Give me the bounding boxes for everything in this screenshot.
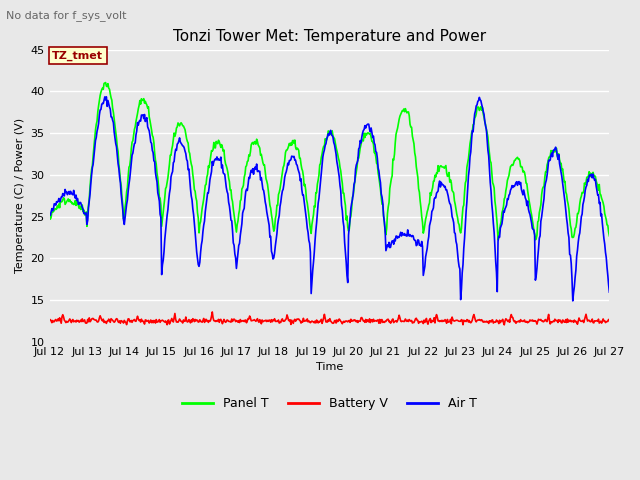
- Title: Tonzi Tower Met: Temperature and Power: Tonzi Tower Met: Temperature and Power: [173, 29, 486, 44]
- Battery V: [45, 317, 53, 323]
- Air T: [114, 161, 122, 167]
- Battery V: [500, 322, 508, 328]
- Text: No data for f_sys_volt: No data for f_sys_volt: [6, 10, 127, 21]
- Panel T: [605, 233, 613, 239]
- Panel T: [171, 133, 179, 139]
- Panel T: [56, 205, 63, 211]
- Text: TZ_tmet: TZ_tmet: [52, 50, 103, 61]
- Line: Air T: Air T: [49, 97, 609, 301]
- Legend: Panel T, Battery V, Air T: Panel T, Battery V, Air T: [177, 392, 482, 415]
- X-axis label: Time: Time: [316, 362, 343, 372]
- Air T: [399, 230, 406, 236]
- Air T: [605, 289, 613, 295]
- Y-axis label: Temperature (C) / Power (V): Temperature (C) / Power (V): [15, 118, 25, 274]
- Air T: [201, 218, 209, 224]
- Battery V: [170, 315, 178, 321]
- Panel T: [102, 80, 109, 85]
- Battery V: [56, 315, 63, 321]
- Air T: [171, 151, 179, 156]
- Battery V: [113, 316, 121, 322]
- Air T: [56, 199, 63, 205]
- Panel T: [45, 213, 53, 219]
- Panel T: [415, 186, 422, 192]
- Air T: [45, 213, 53, 218]
- Line: Panel T: Panel T: [49, 83, 609, 240]
- Panel T: [494, 237, 502, 243]
- Battery V: [605, 317, 613, 323]
- Air T: [569, 298, 577, 304]
- Battery V: [399, 318, 406, 324]
- Air T: [102, 94, 110, 100]
- Panel T: [201, 190, 209, 195]
- Battery V: [200, 315, 207, 321]
- Line: Battery V: Battery V: [49, 312, 609, 325]
- Battery V: [209, 309, 216, 315]
- Air T: [415, 238, 422, 243]
- Panel T: [399, 108, 406, 114]
- Battery V: [415, 321, 422, 326]
- Panel T: [114, 149, 122, 155]
